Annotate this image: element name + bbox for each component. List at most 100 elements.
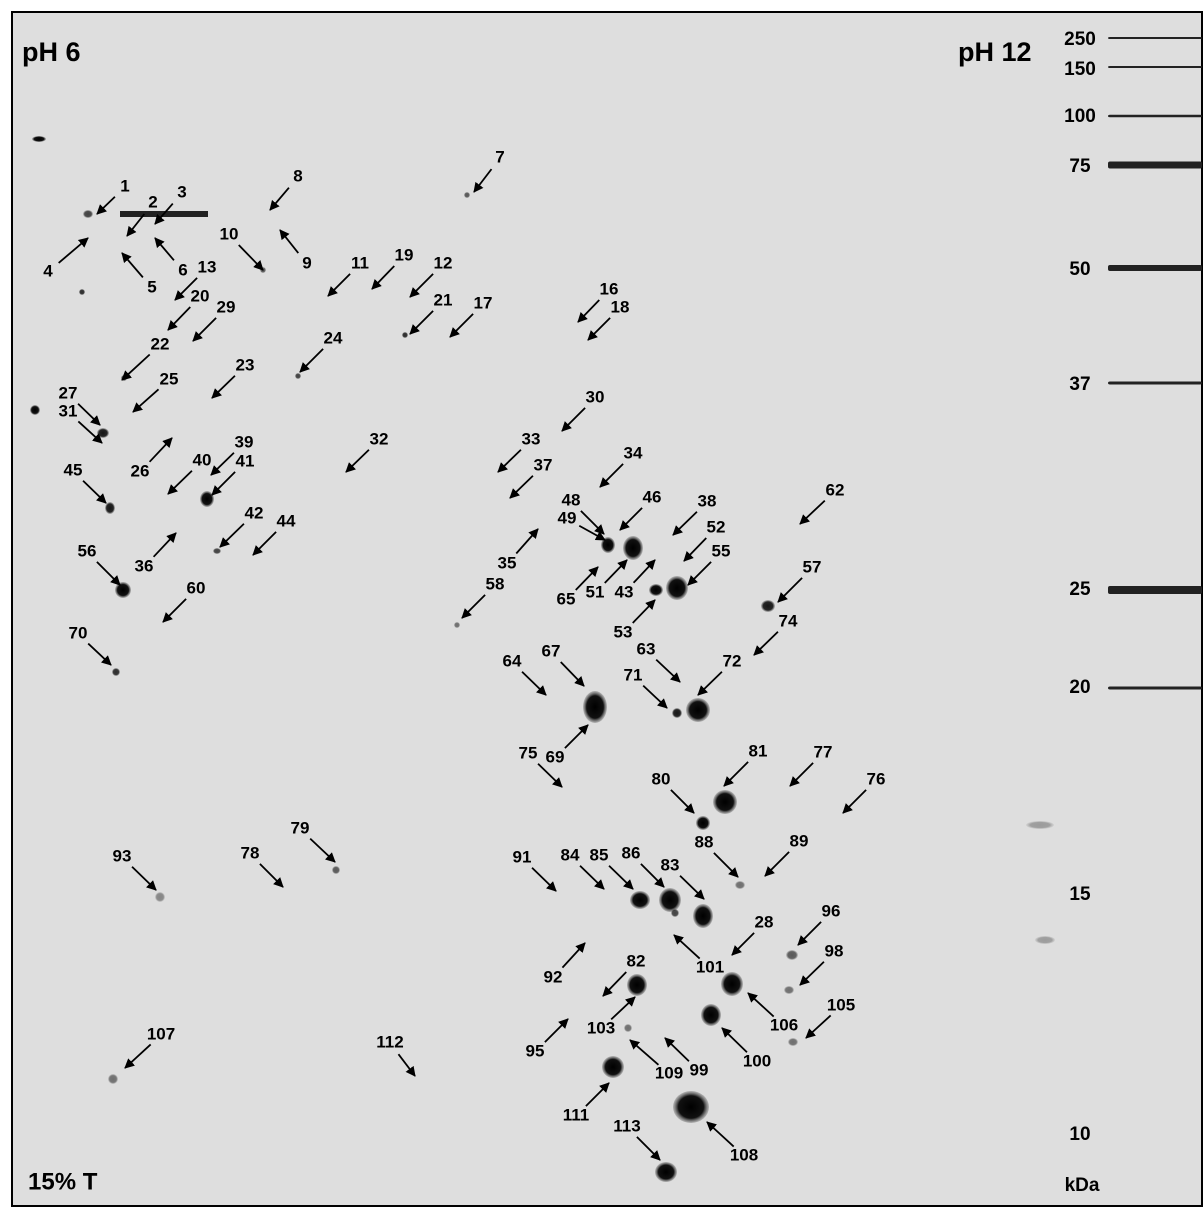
spot-label: 4 (43, 261, 53, 280)
spot-label: 79 (291, 818, 310, 837)
spot-label: 48 (562, 490, 581, 509)
spot-label: 106 (770, 1015, 798, 1034)
ladder-band (1108, 66, 1202, 68)
spot-label: 69 (546, 747, 565, 766)
spot (761, 600, 775, 612)
spot-label: 43 (615, 582, 634, 601)
spot-label: 113 (613, 1116, 640, 1135)
mw-marker-label: 15 (1069, 884, 1091, 905)
spot-label: 35 (498, 553, 517, 572)
spot-label: 20 (191, 286, 210, 305)
spot-label: 96 (822, 901, 841, 920)
spot-label: 92 (544, 967, 563, 986)
spot (788, 1038, 798, 1046)
ladder-band (1108, 687, 1202, 690)
spot-label: 65 (557, 589, 576, 608)
spot-label: 27 (59, 383, 78, 402)
spot-label: 16 (600, 279, 619, 298)
spot-label: 42 (245, 503, 264, 522)
spot-label: 82 (627, 951, 646, 970)
spot-label: 72 (723, 651, 742, 670)
spot-label: 101 (696, 957, 724, 976)
spot-label: 89 (790, 831, 809, 850)
spot-label: 3 (177, 182, 186, 201)
spot-label: 71 (624, 665, 643, 684)
spot-label: 31 (59, 401, 78, 420)
spot-label: 74 (779, 611, 798, 630)
spot-label: 22 (151, 334, 170, 353)
spot (630, 891, 650, 909)
spot-label: 88 (695, 832, 714, 851)
spot (735, 881, 745, 889)
ladder-band (1108, 162, 1202, 169)
spot (627, 974, 647, 996)
spot (105, 502, 115, 514)
spot-label: 5 (147, 277, 156, 296)
ladder-band (1108, 265, 1202, 271)
spot-label: 85 (590, 845, 609, 864)
ladder-band (1108, 115, 1202, 118)
spot-label: 112 (376, 1032, 403, 1051)
spot-label: 39 (235, 432, 254, 451)
spot (602, 1056, 624, 1078)
spot (295, 373, 301, 379)
mw-marker-label: 10 (1069, 1124, 1090, 1145)
spot-label: 76 (867, 769, 886, 788)
spot-label: 52 (707, 517, 726, 536)
spot-label: 36 (135, 556, 154, 575)
spot (32, 136, 46, 142)
spot-label: 53 (614, 622, 633, 641)
spot (623, 536, 643, 560)
spot-label: 32 (370, 429, 389, 448)
spot-label: 95 (526, 1041, 545, 1060)
spot-label: 91 (513, 847, 532, 866)
spot (672, 708, 682, 718)
spot (213, 548, 221, 554)
spot (1035, 936, 1055, 944)
spot-label: 26 (131, 461, 150, 480)
gel-percent: 15% T (28, 1168, 98, 1195)
spot-label: 49 (558, 508, 577, 527)
spot (784, 986, 794, 994)
spot-label: 7 (495, 147, 504, 166)
spot (108, 1074, 118, 1084)
spot-label: 12 (434, 253, 453, 272)
spot (200, 491, 214, 507)
spot (115, 582, 131, 598)
spot-label: 44 (277, 511, 296, 530)
mw-marker-label: 75 (1069, 156, 1091, 177)
spot-label: 107 (147, 1024, 175, 1043)
spot-label: 21 (434, 290, 453, 309)
spot (666, 576, 688, 600)
spot-label: 78 (241, 843, 260, 862)
spot-label: 10 (220, 224, 239, 243)
spot-label: 86 (622, 843, 641, 862)
spot (454, 622, 460, 628)
spot (464, 192, 470, 198)
spot-label: 75 (519, 743, 538, 762)
spot-label: 67 (542, 641, 561, 660)
gel-figure: 25015010075503725201510 1234567891011121… (0, 0, 1203, 1207)
spot (649, 584, 663, 596)
spot-label: 29 (217, 297, 236, 316)
mw-marker-label: 100 (1064, 106, 1096, 127)
spot (402, 332, 408, 338)
spot-label: 77 (814, 742, 833, 761)
spot-label: 6 (178, 260, 187, 279)
spot-label: 63 (637, 639, 656, 658)
spot-label: 83 (661, 855, 680, 874)
spot-label: 46 (643, 487, 662, 506)
spot-label: 103 (587, 1018, 615, 1037)
spot (701, 1004, 721, 1026)
spot (721, 972, 743, 996)
spot-label: 1 (120, 176, 129, 195)
spot-label: 40 (193, 450, 212, 469)
spot-label: 62 (826, 480, 845, 499)
spot-label: 111 (563, 1105, 590, 1124)
spot-label: 100 (743, 1051, 771, 1070)
spot (155, 892, 165, 902)
spot-label: 93 (113, 846, 132, 865)
ph-left: pH 6 (22, 37, 81, 67)
mw-marker-label: 50 (1069, 259, 1090, 280)
spot (696, 816, 710, 830)
